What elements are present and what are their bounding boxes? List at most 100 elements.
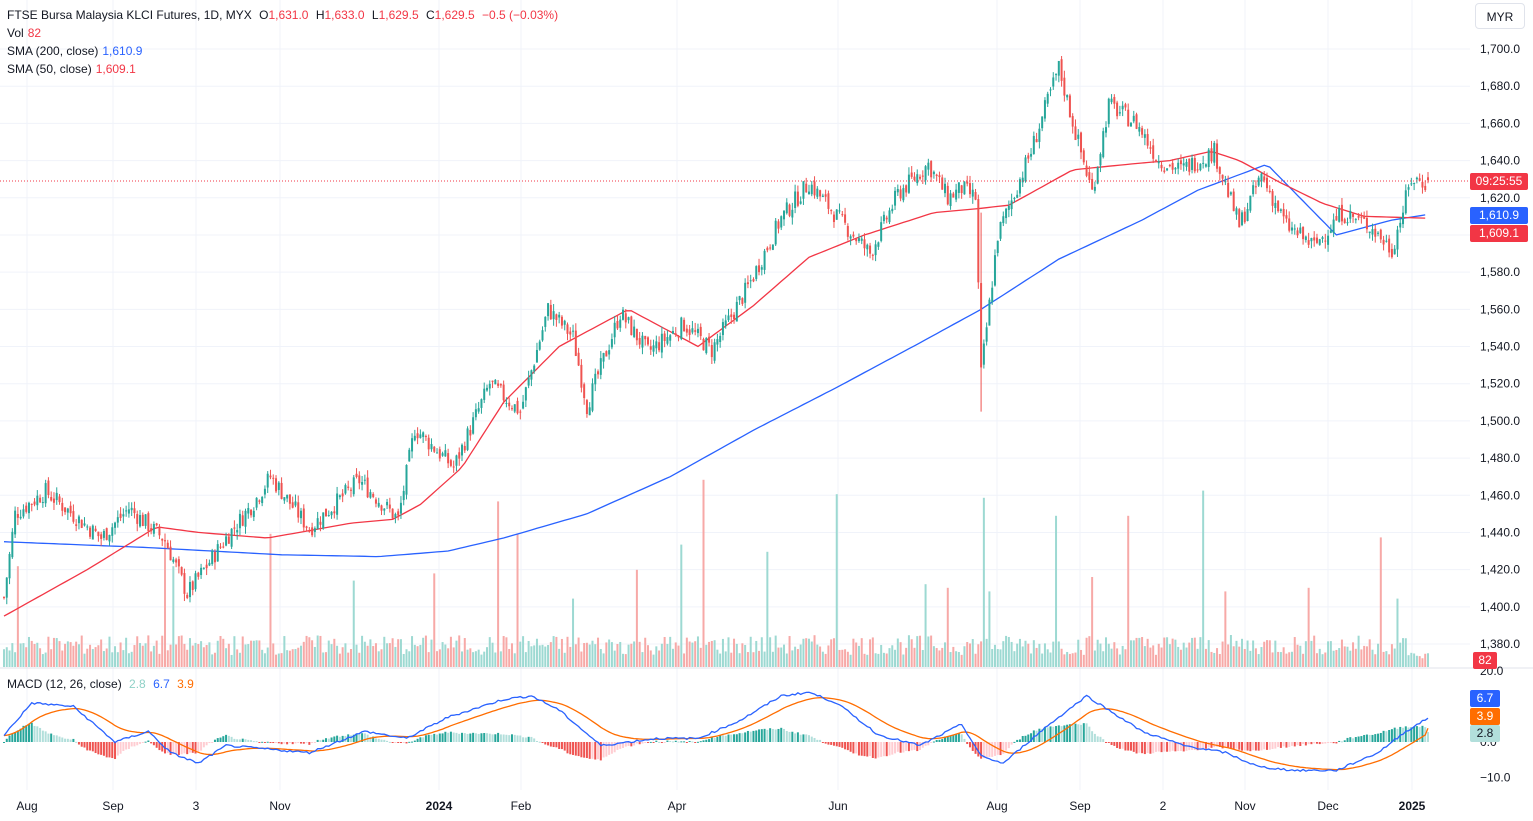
volume-bar	[877, 653, 880, 667]
macd-hist-bar	[155, 742, 158, 748]
volume-bar	[208, 642, 211, 667]
volume-bar	[463, 638, 466, 667]
candle-body	[147, 513, 150, 532]
volume-bar	[1021, 646, 1024, 667]
candle-body	[1368, 231, 1371, 233]
candle-body	[763, 250, 766, 270]
symbol-title[interactable]: FTSE Bursa Malaysia KLCI Futures, 1D, MY…	[7, 8, 252, 22]
currency-button[interactable]: MYR	[1475, 3, 1525, 29]
candle-body	[919, 176, 922, 179]
macd-hist-bar	[1002, 742, 1005, 754]
volume-bar	[885, 653, 888, 667]
macd-hist-bar	[577, 742, 580, 757]
volume-legend[interactable]: Vol 82	[7, 24, 45, 42]
macd-hist-bar	[438, 733, 441, 742]
macd-hist-bar	[1199, 742, 1202, 750]
macd-hist-bar	[1216, 742, 1219, 747]
volume-bar	[116, 652, 119, 667]
macd-hist-bar	[1143, 742, 1146, 755]
volume-bar	[1249, 650, 1252, 667]
volume-bar	[258, 640, 261, 667]
volume-bar	[599, 648, 602, 667]
volume-bar	[191, 645, 194, 667]
volume-bar	[16, 566, 19, 667]
volume-bar	[491, 642, 494, 667]
macd-hist-bar	[1315, 742, 1318, 744]
macd-hist-bar	[100, 742, 103, 755]
grid	[0, 0, 1470, 790]
candle-body	[361, 482, 364, 485]
volume-bar	[952, 646, 955, 667]
candle-body	[658, 342, 661, 351]
macd-legend[interactable]: MACD (12, 26, close) 2.8 6.7 3.9	[7, 675, 198, 693]
volume-bar	[1260, 647, 1263, 667]
candle-body	[1415, 177, 1418, 180]
candle-body	[741, 298, 744, 304]
volume-bar	[766, 551, 769, 667]
volume-bar	[1235, 640, 1238, 667]
volume-bar	[513, 653, 516, 667]
macd-hist-bar	[905, 742, 908, 751]
candle-body	[1268, 190, 1271, 193]
candle-body	[1229, 192, 1232, 195]
volume-bar	[8, 650, 11, 667]
candle-body	[993, 255, 996, 286]
macd-hist-bar	[666, 740, 669, 742]
volume-bar	[1093, 650, 1096, 667]
candle-body	[261, 496, 264, 504]
macd-hist-bar	[1393, 727, 1396, 742]
macd-hist-bar	[1152, 742, 1155, 754]
candle-body	[652, 345, 655, 352]
candle-body	[1318, 239, 1321, 245]
volume-bar	[1229, 635, 1232, 667]
macd-hist-bar	[1077, 724, 1080, 742]
macd-hist-bar	[591, 742, 594, 759]
macd-hist-bar	[533, 738, 536, 742]
macd-hist-bar	[835, 742, 838, 747]
macd-hist-bar	[1043, 727, 1046, 742]
time-axis-label: Nov	[269, 799, 290, 813]
volume-bar	[838, 649, 841, 667]
candle-body	[1202, 162, 1205, 164]
macd-hist-bar	[658, 741, 661, 743]
candle-body	[624, 313, 627, 323]
candle-body	[569, 331, 572, 335]
macd-hist-bar	[102, 742, 105, 756]
volume-bar	[1399, 642, 1402, 667]
volume-bar	[888, 648, 891, 667]
candle-body	[1088, 172, 1091, 180]
volume-bar	[405, 649, 408, 667]
volume-bar	[250, 640, 253, 667]
candle-body	[1149, 147, 1152, 149]
candle-body	[405, 464, 408, 495]
candle-body	[255, 497, 258, 508]
macd-hist-bar	[952, 734, 955, 742]
macd-hist-bar	[130, 742, 133, 747]
macd-hist-bar	[1027, 734, 1030, 742]
volume-bar	[1080, 649, 1083, 667]
volume-bar	[1030, 653, 1033, 667]
volume-bar	[1152, 645, 1155, 667]
volume-bar	[660, 643, 663, 667]
candle-body	[716, 339, 719, 345]
macd-hist-bar	[1071, 724, 1074, 742]
macd-hist-bar	[202, 742, 205, 748]
candle-body	[1260, 173, 1263, 182]
volume-bar	[358, 652, 361, 667]
macd-hist-bar	[1107, 742, 1110, 743]
volume-bar	[783, 644, 786, 667]
macd-hist-bar	[710, 736, 713, 742]
candle-body	[677, 336, 680, 338]
sma200-legend[interactable]: SMA (200, close) 1,610.9	[7, 42, 146, 60]
candle-body	[238, 513, 241, 529]
volume-bar	[183, 643, 186, 667]
macd-hist-bar	[580, 742, 583, 758]
candle-body	[372, 493, 375, 497]
symbol-legend[interactable]: FTSE Bursa Malaysia KLCI Futures, 1D, MY…	[7, 6, 562, 24]
macd-hist-bar	[874, 742, 877, 759]
sma50-legend[interactable]: SMA (50, close) 1,609.1	[7, 60, 140, 78]
volume-bar	[857, 645, 860, 667]
candle-body	[1374, 228, 1377, 237]
volume-bar	[485, 647, 488, 667]
